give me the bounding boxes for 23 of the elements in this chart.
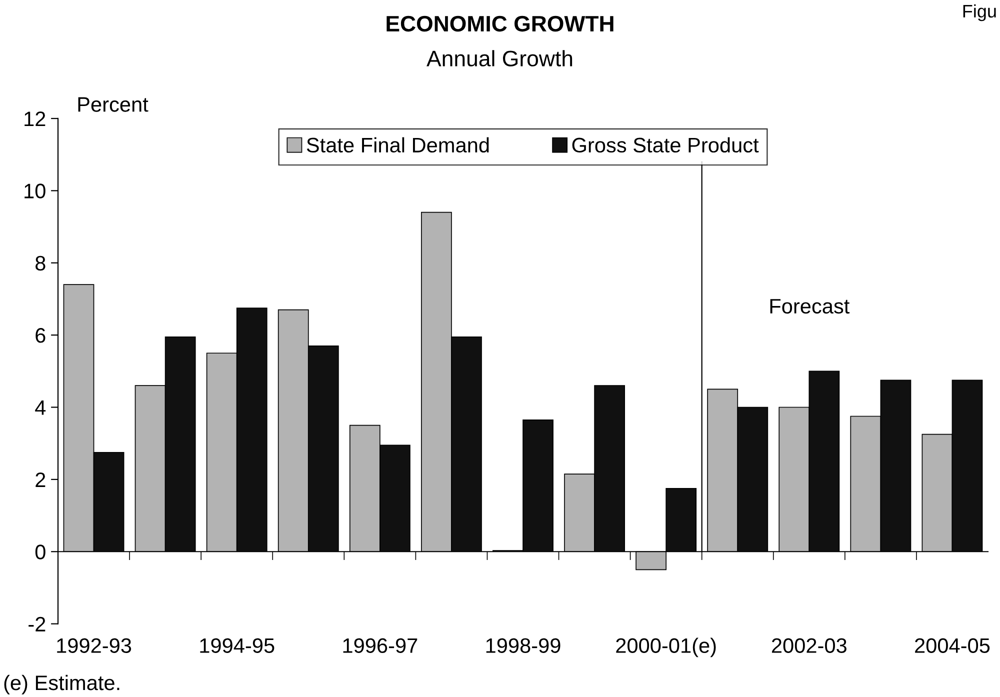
x-tick-label: 1992-93 xyxy=(57,638,132,654)
legend-label: State Final Demand xyxy=(306,137,489,153)
annotation: Forecast xyxy=(770,299,850,314)
y-tick-label: 2 xyxy=(36,472,46,487)
x-tick-label: 1996-97 xyxy=(343,638,418,654)
legend-label: Gross State Product xyxy=(572,137,759,153)
y-tick-label: -2 xyxy=(28,616,46,632)
x-tick-label: 2004-05 xyxy=(915,638,990,654)
x-tick-label: 1998-99 xyxy=(486,638,560,654)
y-axis-title: Percent xyxy=(78,97,148,112)
chart-title: ECONOMIC GROWTH xyxy=(386,16,614,32)
y-tick-label: 0 xyxy=(35,544,46,560)
y-tick-label: 12 xyxy=(24,111,46,126)
x-tick-label: 1994-95 xyxy=(200,638,274,654)
chart-subtitle: Annual Growth xyxy=(426,50,572,66)
y-tick-label: 10 xyxy=(24,184,46,198)
x-tick-label: 2000-01(e) xyxy=(616,638,716,658)
y-tick-label: 6 xyxy=(36,328,46,343)
text: Figu xyxy=(963,4,996,22)
x-tick-label: 2002-03 xyxy=(772,638,846,654)
y-tick-label: 8 xyxy=(36,256,46,271)
y-tick-label: 4 xyxy=(35,400,46,415)
text: (e) Estimate. xyxy=(4,674,120,694)
